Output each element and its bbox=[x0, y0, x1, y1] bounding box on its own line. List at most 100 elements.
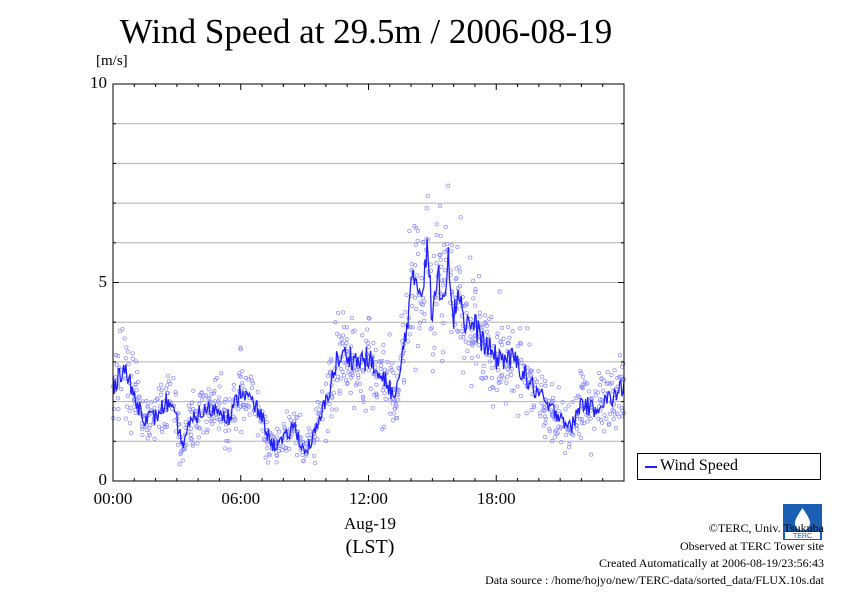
sample-point bbox=[231, 387, 236, 392]
sample-point bbox=[370, 406, 375, 411]
sample-point bbox=[238, 347, 243, 352]
sample-point bbox=[381, 425, 386, 430]
sample-point bbox=[211, 391, 216, 396]
sample-point bbox=[311, 437, 316, 443]
sample-point bbox=[223, 397, 228, 402]
y-tick-label: 10 bbox=[90, 73, 107, 92]
sample-point bbox=[381, 342, 386, 348]
sample-point bbox=[212, 418, 217, 423]
sample-point bbox=[394, 404, 399, 409]
sample-point bbox=[240, 369, 245, 374]
credit-site: Observed at TERC Tower site bbox=[679, 539, 824, 553]
sample-point bbox=[394, 416, 400, 421]
sample-point bbox=[298, 412, 303, 417]
sample-point bbox=[247, 412, 252, 417]
sample-point bbox=[580, 421, 585, 426]
sample-point bbox=[453, 277, 458, 282]
sample-point bbox=[133, 383, 138, 388]
credit-source: Data source : /home/hojyo/new/TERC-data/… bbox=[485, 573, 824, 587]
sample-point bbox=[196, 435, 201, 440]
sample-point bbox=[312, 453, 317, 458]
sample-point bbox=[444, 241, 450, 247]
sample-point bbox=[566, 403, 571, 408]
credit-copyright: ©TERC, Univ. Tsukuba bbox=[708, 521, 824, 535]
sample-point bbox=[485, 329, 490, 334]
sample-point bbox=[474, 340, 479, 345]
sample-point bbox=[253, 411, 258, 417]
sample-point bbox=[288, 418, 293, 423]
sample-point bbox=[365, 327, 370, 332]
sample-point bbox=[532, 404, 537, 409]
sample-point bbox=[438, 233, 443, 239]
sample-point bbox=[125, 393, 130, 398]
sample-point bbox=[242, 387, 247, 392]
sample-point bbox=[488, 359, 493, 364]
sample-point bbox=[419, 302, 424, 307]
sample-point bbox=[327, 402, 332, 407]
sample-point bbox=[342, 373, 347, 378]
sample-point bbox=[162, 421, 167, 427]
sample-point bbox=[609, 373, 614, 378]
sample-point bbox=[606, 422, 611, 427]
sample-point bbox=[542, 435, 547, 440]
sample-point bbox=[458, 335, 463, 340]
legend: Wind Speed bbox=[637, 453, 821, 480]
sample-point bbox=[320, 389, 325, 394]
sample-point bbox=[227, 397, 232, 402]
sample-point bbox=[440, 358, 445, 364]
sample-point bbox=[194, 424, 199, 429]
sample-point bbox=[483, 321, 489, 326]
sample-point bbox=[190, 400, 195, 405]
sample-point bbox=[356, 375, 361, 380]
sample-point bbox=[134, 359, 139, 364]
sample-point bbox=[165, 391, 170, 396]
sample-point bbox=[366, 345, 371, 350]
sample-point bbox=[356, 372, 361, 377]
sample-point bbox=[284, 448, 289, 453]
sample-point bbox=[401, 377, 406, 382]
sample-point bbox=[449, 292, 454, 297]
sample-point bbox=[306, 426, 311, 431]
sample-point bbox=[184, 442, 189, 447]
sample-point bbox=[281, 421, 286, 427]
sample-point bbox=[111, 406, 116, 411]
sample-point bbox=[576, 431, 582, 437]
sample-point bbox=[248, 374, 254, 379]
sample-point bbox=[352, 328, 357, 333]
sample-point bbox=[367, 316, 372, 321]
sample-point bbox=[219, 371, 224, 376]
sample-point bbox=[357, 381, 362, 386]
sample-point bbox=[560, 400, 565, 405]
sample-point bbox=[314, 407, 319, 412]
sample-point bbox=[483, 320, 488, 325]
sample-point bbox=[330, 395, 335, 400]
sample-point bbox=[158, 382, 164, 387]
sample-point bbox=[471, 296, 476, 301]
sample-point bbox=[527, 342, 532, 347]
sample-point bbox=[202, 393, 207, 398]
sample-point bbox=[342, 325, 347, 330]
sample-point bbox=[363, 408, 368, 413]
sample-point bbox=[439, 278, 445, 283]
sample-point bbox=[461, 335, 466, 340]
sample-point bbox=[191, 388, 196, 393]
sample-point bbox=[158, 392, 163, 397]
sample-point bbox=[597, 397, 603, 402]
sample-point bbox=[255, 433, 260, 438]
sample-point bbox=[200, 397, 205, 402]
sample-point bbox=[612, 368, 617, 373]
sample-point bbox=[207, 395, 212, 400]
sample-point bbox=[438, 257, 443, 262]
sample-point bbox=[143, 413, 148, 418]
sample-point bbox=[173, 392, 178, 397]
sample-point bbox=[604, 416, 609, 421]
sample-point bbox=[434, 261, 439, 266]
sample-point bbox=[344, 325, 349, 330]
sample-point bbox=[409, 262, 414, 267]
sample-point bbox=[159, 429, 164, 434]
sample-point bbox=[567, 442, 572, 447]
sample-point bbox=[489, 315, 494, 320]
sample-point bbox=[515, 384, 520, 389]
sample-point bbox=[615, 376, 620, 381]
sample-point bbox=[589, 452, 594, 457]
